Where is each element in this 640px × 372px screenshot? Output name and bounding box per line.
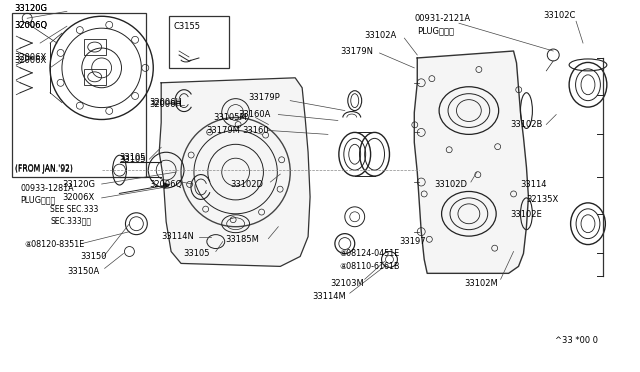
Text: 33197: 33197: [399, 237, 426, 246]
Text: 33105: 33105: [120, 153, 146, 162]
Bar: [84, 39, 106, 55]
Text: 33179M: 33179M: [206, 126, 240, 135]
Text: 00933-1281A: 00933-1281A: [20, 185, 74, 193]
Text: 33102D: 33102D: [434, 180, 467, 189]
Text: ⑧08120-8351E: ⑧08120-8351E: [24, 240, 84, 249]
Text: 32006X: 32006X: [62, 193, 94, 202]
Text: 00931-2121A: 00931-2121A: [414, 14, 470, 23]
Text: SEC.333参照: SEC.333参照: [50, 216, 91, 225]
Bar: [12, 13, 147, 177]
Text: 33102D: 33102D: [230, 180, 264, 189]
Text: C3155: C3155: [173, 22, 200, 31]
Text: (FROM JAN.'92): (FROM JAN.'92): [15, 164, 73, 173]
Text: 33150A: 33150A: [67, 267, 99, 276]
Text: 33105M: 33105M: [213, 113, 246, 122]
Polygon shape: [414, 51, 529, 273]
Text: 33102B: 33102B: [511, 120, 543, 129]
Text: 32103M: 32103M: [330, 279, 364, 288]
Polygon shape: [159, 78, 310, 266]
Text: 33120G: 33120G: [14, 4, 47, 13]
Text: 33114N: 33114N: [161, 232, 194, 241]
Text: 32006X: 32006X: [14, 54, 47, 62]
Text: 33120G: 33120G: [14, 4, 47, 13]
Text: 32006Q: 32006Q: [14, 21, 47, 30]
Text: (FROM JAN.'92): (FROM JAN.'92): [15, 165, 73, 174]
Text: 33179P: 33179P: [248, 93, 280, 102]
Text: 33102C: 33102C: [543, 11, 576, 20]
Text: 32006Q: 32006Q: [149, 180, 182, 189]
Text: 33114M: 33114M: [312, 292, 346, 301]
Text: 32006H: 32006H: [149, 98, 182, 107]
Text: ^33 *00 0: ^33 *00 0: [555, 336, 598, 345]
Text: ⑧08110-6161B: ⑧08110-6161B: [340, 262, 401, 271]
Text: 33120G: 33120G: [62, 180, 95, 189]
Text: 33185M: 33185M: [226, 235, 260, 244]
Bar: [84, 69, 106, 85]
Bar: [169, 16, 228, 68]
Text: 33102M: 33102M: [464, 279, 498, 288]
Text: 33102A: 33102A: [365, 31, 397, 40]
Text: ⑧08124-0451E: ⑧08124-0451E: [340, 249, 400, 258]
Text: 33160: 33160: [243, 126, 269, 135]
Text: 33105: 33105: [183, 249, 209, 258]
Text: 33105: 33105: [120, 155, 146, 164]
Text: 32006Q: 32006Q: [14, 21, 47, 30]
Text: 33160A: 33160A: [239, 110, 271, 119]
Text: 33114: 33114: [520, 180, 547, 189]
Text: 32135X: 32135X: [527, 195, 559, 204]
Text: PLUGプラグ: PLUGプラグ: [20, 195, 56, 204]
Text: 32006X: 32006X: [14, 57, 47, 65]
Text: 33150: 33150: [80, 252, 106, 261]
Text: 32006H: 32006H: [149, 100, 182, 109]
Text: SEE SEC.333: SEE SEC.333: [50, 205, 99, 214]
Text: PLUGプラグ: PLUGプラグ: [417, 27, 454, 36]
Text: 33102E: 33102E: [511, 210, 542, 219]
Text: 33179N: 33179N: [340, 46, 373, 55]
